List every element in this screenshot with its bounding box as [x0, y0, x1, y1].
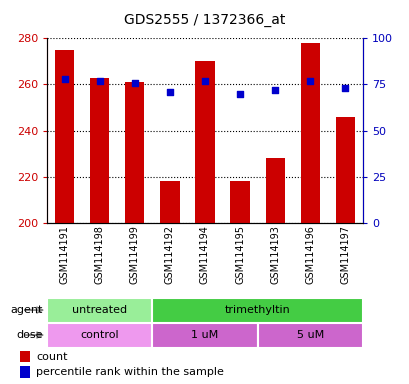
Text: control: control	[80, 330, 119, 340]
Bar	[20, 366, 30, 377]
Bar	[152, 298, 362, 323]
Bar	[20, 351, 30, 362]
Bar	[152, 323, 257, 348]
Text: percentile rank within the sample: percentile rank within the sample	[36, 367, 224, 377]
Text: GDS2555 / 1372366_at: GDS2555 / 1372366_at	[124, 13, 285, 27]
Bar	[335, 117, 354, 223]
Point	[61, 76, 68, 82]
Bar	[55, 50, 74, 223]
Point	[131, 79, 138, 86]
Text: 1 uM: 1 uM	[191, 330, 218, 340]
Bar	[195, 61, 214, 223]
Point	[236, 91, 243, 97]
Bar	[257, 323, 362, 348]
Bar	[160, 181, 179, 223]
Point	[201, 78, 208, 84]
Point	[96, 78, 103, 84]
Point	[166, 89, 173, 95]
Point	[271, 87, 278, 93]
Bar	[47, 323, 152, 348]
Text: agent: agent	[11, 305, 43, 315]
Bar	[90, 78, 109, 223]
Point	[306, 78, 313, 84]
Text: count: count	[36, 352, 67, 362]
Bar	[47, 298, 152, 323]
Text: trimethyltin: trimethyltin	[224, 305, 290, 315]
Bar	[300, 43, 319, 223]
Bar	[125, 82, 144, 223]
Bar	[230, 181, 249, 223]
Text: 5 uM: 5 uM	[296, 330, 323, 340]
Point	[341, 85, 348, 91]
Text: dose: dose	[16, 330, 43, 340]
Text: untreated: untreated	[72, 305, 127, 315]
Bar	[265, 158, 284, 223]
